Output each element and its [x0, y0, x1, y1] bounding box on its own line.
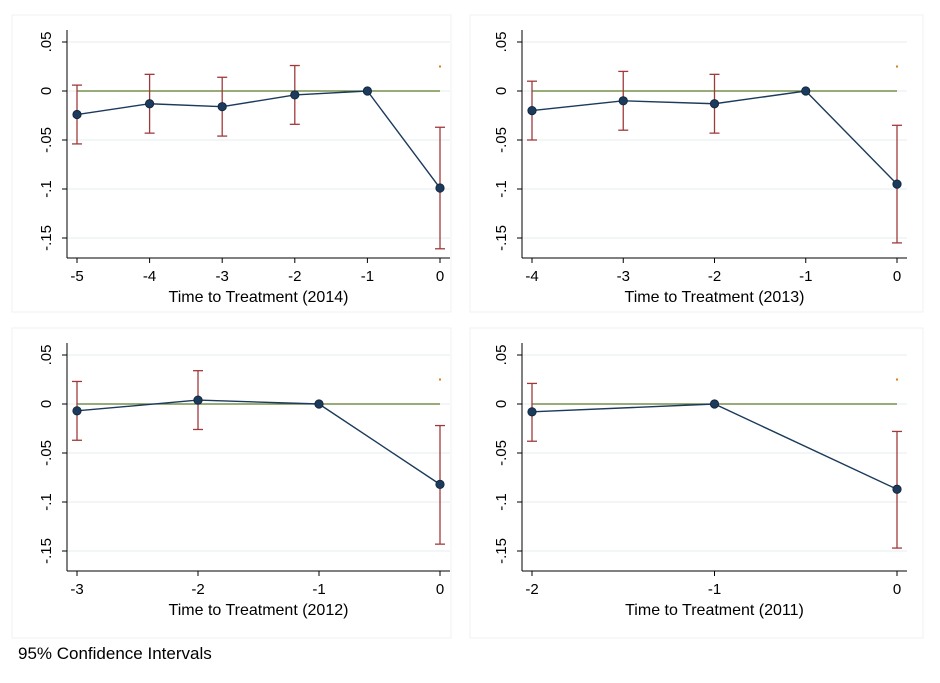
estimate-point [314, 399, 324, 409]
panel-frame [11, 14, 452, 313]
x-tick-label: -3 [617, 268, 630, 285]
x-axis-title: Time to Treatment (2011) [625, 602, 804, 619]
estimate-point [892, 179, 902, 189]
estimate-line [76, 399, 441, 485]
x-tick-label: -5 [70, 268, 83, 285]
confidence-interval-note: 95% Confidence Intervals [18, 644, 212, 663]
x-tick-label: -1 [361, 268, 374, 285]
x-tick-label: -4 [525, 268, 538, 285]
estimate-point [362, 86, 372, 96]
stray-mark [439, 378, 441, 381]
x-tick-label: 0 [893, 268, 901, 285]
x-tick-label: -3 [216, 268, 229, 285]
panel-frame [469, 327, 924, 639]
y-tick-label: 0 [493, 87, 510, 95]
x-axis-title: Time to Treatment (2013) [625, 289, 805, 306]
x-tick-label: -2 [708, 268, 721, 285]
x-tick-label: -4 [143, 268, 156, 285]
y-tick-label: -.1 [38, 493, 55, 511]
estimate-point [435, 183, 445, 193]
y-tick-label: -.1 [493, 493, 510, 511]
x-tick-label: -2 [191, 581, 204, 598]
y-tick-label: 0 [38, 400, 55, 408]
estimate-point [892, 484, 902, 494]
stray-mark [439, 65, 441, 68]
stray-mark [896, 378, 898, 381]
y-tick-label: 0 [38, 87, 55, 95]
estimate-point [709, 399, 720, 409]
y-tick-label: .05 [38, 345, 55, 366]
estimate-point [709, 99, 720, 109]
estimate-point [72, 406, 82, 416]
estimate-line [76, 90, 441, 189]
chart-panel-2: .05 0 -.05 -.1 -.15 -4 -3 -2 -1 0 Time to Treatmen… [469, 14, 924, 313]
estimate-point [290, 90, 300, 100]
x-tick-label: 0 [893, 581, 901, 598]
y-tick-label: -.1 [493, 180, 510, 198]
y-tick-label: -.1 [38, 180, 55, 198]
y-tick-label: -.05 [493, 127, 510, 153]
x-tick-label: -3 [70, 581, 83, 598]
stray-mark [896, 65, 898, 68]
chart-panel-4: .05 0 -.05 -.1 -.15 -2 -1 0 Time to Treatment (2… [469, 327, 924, 639]
chart-panel-1: .05 0 -.05 -.1 -.15 -5 -4 -3 -2 -1 0 Time to Treatm… [11, 14, 452, 313]
estimate-point [527, 407, 537, 417]
x-tick-label: 0 [436, 268, 444, 285]
estimate-point [217, 102, 227, 112]
estimate-point [72, 109, 82, 120]
panel-frame [469, 14, 924, 313]
x-tick-label: 0 [436, 581, 444, 598]
y-tick-label: 0 [493, 400, 510, 408]
x-tick-label: -1 [799, 268, 812, 285]
estimate-point [145, 99, 155, 109]
estimate-point [618, 96, 628, 106]
x-axis-title: Time to Treatment (2012) [169, 602, 349, 619]
y-tick-label: -.15 [493, 538, 510, 564]
y-tick-label: -.05 [38, 440, 55, 466]
x-tick-label: -2 [288, 268, 301, 285]
y-tick-label: -.15 [38, 225, 55, 251]
estimate-point [801, 86, 811, 96]
y-tick-label: .05 [493, 32, 510, 53]
x-tick-label: -1 [708, 581, 721, 598]
y-tick-label: -.05 [493, 440, 510, 466]
y-tick-label: .05 [38, 32, 55, 53]
y-tick-label: .05 [493, 345, 510, 366]
estimate-point [193, 395, 203, 405]
x-axis-title: Time to Treatment (2014) [169, 289, 349, 306]
y-tick-label: -.15 [38, 538, 55, 564]
panel-frame [11, 327, 452, 639]
x-tick-label: -1 [312, 581, 325, 598]
y-tick-label: -.15 [493, 225, 510, 251]
x-tick-label: -2 [525, 581, 538, 598]
estimate-point [527, 106, 537, 116]
chart-panel-3: .05 0 -.05 -.1 -.15 -3 -2 -1 0 Time to Treatment … [11, 327, 452, 639]
estimate-point [435, 479, 445, 489]
y-tick-label: -.05 [38, 127, 55, 153]
